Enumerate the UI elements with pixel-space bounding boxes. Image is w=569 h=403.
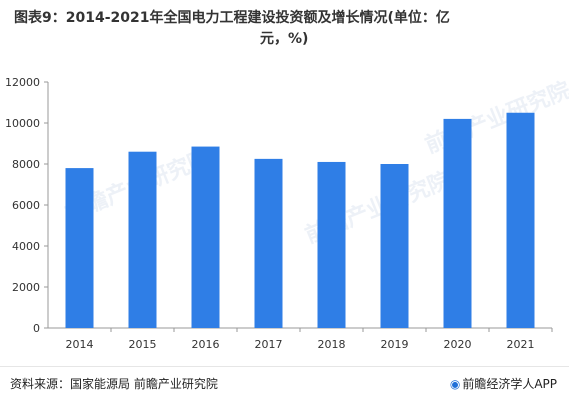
bar-2019 xyxy=(380,164,409,328)
chart-title-line2: 元，%) xyxy=(260,31,309,47)
footer: 资料来源：国家能源局 前瞻产业研究院 ◉ 前瞻经济学人APP xyxy=(0,366,569,403)
chart-title-line1: 图表9：2014-2021年全国电力工程建设投资额及增长情况(单位：亿 xyxy=(14,10,450,26)
y-tick-label: 2000 xyxy=(12,281,40,294)
brand-label: ◉ 前瞻经济学人APP xyxy=(450,375,557,392)
bar-2017 xyxy=(254,158,283,328)
y-tick-label: 8000 xyxy=(12,158,40,171)
bar-2014 xyxy=(65,168,94,328)
x-tick-label: 2020 xyxy=(444,338,472,351)
bar-2015 xyxy=(128,151,157,328)
bar-chart: 0 2000 4000 6000 8000 10000 12000 2014 2015 2016 2… xyxy=(5,76,553,351)
x-tick-label: 2017 xyxy=(255,338,283,351)
x-tick-label: 2019 xyxy=(381,338,409,351)
y-tick-label: 10000 xyxy=(5,117,40,130)
bar-2021 xyxy=(506,112,535,328)
bar-2018 xyxy=(317,161,346,328)
brand-logo-icon: ◉ xyxy=(449,377,461,391)
y-tick-label: 6000 xyxy=(12,199,40,212)
x-tick-label: 2015 xyxy=(129,338,157,351)
x-tick-label: 2016 xyxy=(192,338,220,351)
chart-title: 图表9：2014-2021年全国电力工程建设投资额及增长情况(单位：亿 元，%) xyxy=(14,8,534,50)
y-tick-label: 12000 xyxy=(5,76,40,89)
brand-text: 前瞻经济学人APP xyxy=(462,377,557,391)
source-text: 资料来源：国家能源局 前瞻产业研究院 xyxy=(10,377,218,391)
y-tick-label: 4000 xyxy=(12,240,40,253)
x-tick-label: 2018 xyxy=(318,338,346,351)
x-tick-label: 2021 xyxy=(507,338,535,351)
bar-2020 xyxy=(443,118,472,329)
x-tick-label: 2014 xyxy=(66,338,94,351)
y-tick-label: 0 xyxy=(33,322,40,335)
bar-2016 xyxy=(191,146,220,328)
